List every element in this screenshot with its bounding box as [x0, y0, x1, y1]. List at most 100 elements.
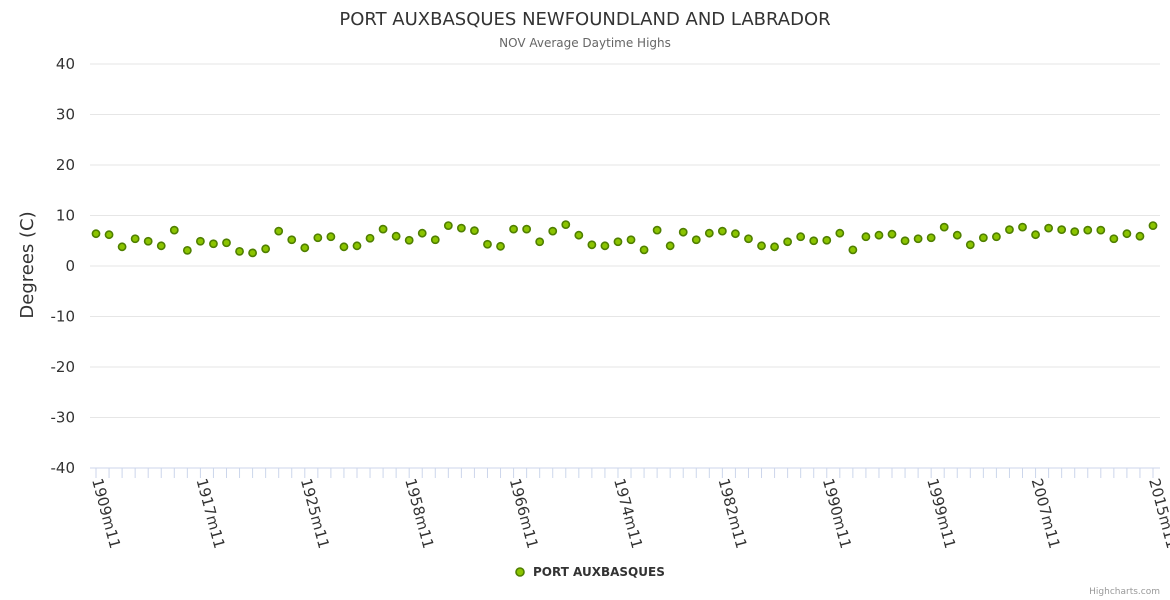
y-tick-label: 10 [56, 207, 75, 225]
data-point [91, 229, 101, 239]
credits-link[interactable]: Highcharts.com [1089, 587, 1160, 597]
y-tick-label: -20 [51, 358, 76, 376]
data-point [509, 224, 518, 234]
data-point [248, 248, 257, 258]
data-point [639, 245, 649, 255]
data-point [169, 225, 179, 235]
data-point [952, 230, 962, 240]
data-point [1044, 223, 1054, 233]
data-point [209, 239, 218, 249]
data-point [809, 236, 819, 246]
chart-subtitle: NOV Average Daytime Highs [499, 36, 671, 50]
data-point [156, 241, 166, 251]
y-axis-ticks: 40 30 20 10 0 -10 -20 -30 -40 [51, 55, 76, 477]
data-point [130, 234, 140, 244]
data-point [1135, 231, 1145, 241]
data-point [926, 233, 936, 243]
data-point [1031, 230, 1040, 240]
chart-title: PORT AUXBASQUES NEWFOUNDLAND AND LABRADO… [339, 9, 830, 30]
data-point [626, 235, 636, 245]
data-point [483, 239, 492, 249]
data-point [757, 241, 766, 251]
y-tick-label: 40 [56, 55, 75, 73]
data-point [600, 241, 610, 251]
grid-lines [90, 63, 1160, 418]
data-point [691, 235, 701, 245]
data-point [300, 243, 310, 253]
data-point [365, 233, 375, 243]
data-point [978, 233, 988, 243]
data-point [913, 234, 923, 244]
data-point [117, 242, 127, 252]
data-point [195, 236, 205, 246]
data-point [496, 241, 505, 251]
data-point [104, 230, 114, 240]
data-point [378, 224, 388, 234]
data-point [992, 232, 1001, 242]
data-point [287, 235, 297, 245]
data-point [939, 222, 949, 232]
data-point [430, 235, 440, 245]
data-point [574, 230, 584, 240]
legend[interactable]: PORT AUXBASQUES [515, 565, 665, 579]
data-point [522, 224, 532, 234]
data-point [678, 227, 688, 237]
data-point [222, 238, 231, 248]
y-axis-label: Degrees (C) [17, 211, 38, 318]
data-point [261, 244, 271, 254]
data-point [783, 237, 793, 247]
data-point [848, 245, 858, 255]
legend-marker[interactable] [515, 567, 525, 577]
y-tick-label: 0 [65, 257, 75, 275]
data-point [1005, 225, 1014, 235]
data-point [313, 233, 323, 243]
y-tick-label: -10 [51, 308, 76, 326]
data-point [796, 232, 806, 242]
data-point [235, 246, 244, 256]
data-point [744, 234, 753, 244]
data-point [548, 226, 558, 236]
data-point [404, 235, 414, 245]
data-point [339, 242, 349, 252]
data-point [731, 229, 740, 239]
data-points [91, 220, 1158, 258]
data-point [613, 237, 623, 247]
data-point [835, 228, 845, 238]
data-point [143, 236, 153, 246]
data-point [1109, 234, 1119, 244]
data-point [561, 220, 571, 229]
data-point [1083, 225, 1093, 235]
y-tick-label: -40 [51, 459, 76, 477]
data-point [1070, 227, 1080, 237]
data-point [352, 241, 362, 251]
data-point [874, 230, 884, 240]
data-point [861, 232, 871, 242]
y-tick-label: 20 [56, 156, 75, 174]
data-point [1122, 229, 1132, 239]
data-point [1018, 222, 1027, 232]
data-point [391, 231, 401, 241]
data-point [665, 241, 675, 251]
data-point [1057, 225, 1067, 235]
data-point [1148, 221, 1158, 230]
data-point [443, 221, 453, 230]
data-point [417, 228, 427, 238]
data-point [822, 235, 832, 245]
data-point [965, 240, 975, 250]
data-point [652, 225, 662, 235]
legend-label[interactable]: PORT AUXBASQUES [533, 565, 665, 579]
data-point [535, 237, 545, 247]
data-point [704, 228, 714, 238]
data-point [1096, 225, 1106, 235]
data-point [770, 242, 779, 252]
data-point [470, 226, 479, 236]
data-point [274, 226, 284, 236]
data-point [182, 245, 192, 255]
data-point [456, 223, 466, 233]
data-point [587, 240, 597, 250]
data-point [887, 229, 897, 239]
data-point [326, 232, 336, 242]
